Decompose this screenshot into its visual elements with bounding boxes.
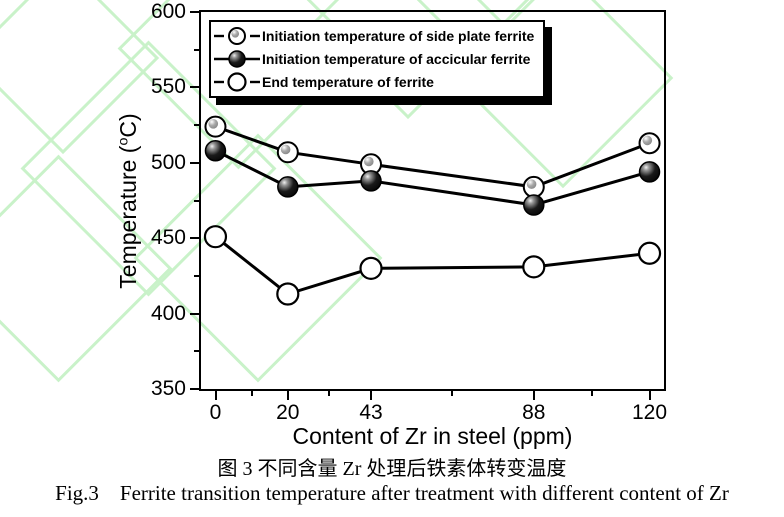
- plot-area: [199, 10, 666, 391]
- legend-marker-glyph: [227, 71, 247, 92]
- y-axis-label-degree: o: [115, 137, 132, 146]
- legend-label: End temperature of ferrite: [262, 73, 434, 90]
- data-point-marker: [638, 161, 661, 183]
- data-point-marker: [637, 241, 662, 265]
- legend-label: Initiation temperature of accicular ferr…: [262, 50, 531, 67]
- data-point-marker: [638, 132, 661, 155]
- data-point-marker: [276, 141, 299, 164]
- legend-box: Initiation temperature of side plate fer…: [209, 20, 546, 98]
- y-axis-label: Temperature (oC): [115, 31, 145, 371]
- data-point-marker: [360, 153, 383, 176]
- data-point-marker: [359, 256, 383, 280]
- data-point-marker: [277, 176, 299, 198]
- data-point-marker: [522, 175, 545, 198]
- x-axis-label: Content of Zr in steel (ppm): [292, 423, 573, 449]
- legend-marker-sphere-gray-icon: [214, 26, 260, 45]
- legend-item-1: Initiation temperature of accicular ferr…: [214, 47, 534, 70]
- caption-chinese: 图 3 不同含量 Zr 处理后铁素体转变温度: [217, 458, 567, 480]
- data-point-marker: [203, 225, 228, 249]
- y-axis-label-unit: C): [115, 113, 141, 138]
- data-point-marker: [204, 139, 227, 162]
- caption-english: Fig.3 Ferrite transition temperature aft…: [55, 481, 729, 505]
- legend-marker-sphere-black-icon: [214, 49, 260, 68]
- legend-marker-glyph: [228, 26, 246, 45]
- legend-item-2: End temperature of ferrite: [214, 70, 534, 93]
- data-point-marker: [523, 194, 545, 216]
- data-point-marker: [360, 170, 382, 192]
- data-point-marker: [204, 115, 227, 138]
- legend-item-0: Initiation temperature of side plate fer…: [214, 24, 534, 47]
- legend-marker-glyph: [228, 49, 246, 68]
- series-plot: [203, 115, 662, 306]
- legend-label: Initiation temperature of side plate fer…: [262, 27, 535, 44]
- legend-marker-circle-open-icon: [214, 71, 260, 92]
- data-point-marker: [276, 282, 300, 306]
- y-axis-label-text: Temperature (: [115, 145, 141, 289]
- data-point-marker: [522, 255, 546, 279]
